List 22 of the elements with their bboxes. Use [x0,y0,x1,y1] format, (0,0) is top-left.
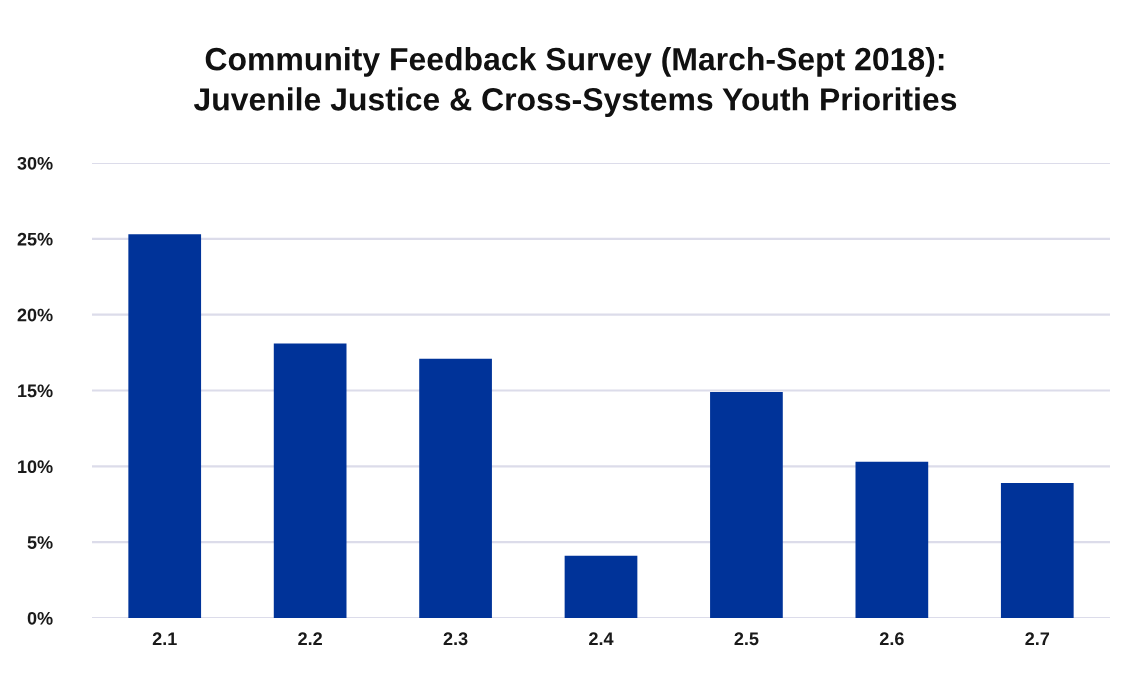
bar [710,392,783,618]
bar [1000,483,1074,618]
y-tick-label: 30% [17,156,53,170]
x-tick-label: 2.2 [298,632,322,645]
y-tick-label: 10% [18,460,53,474]
bar [273,343,347,618]
x-tick-label: 2.4 [589,632,614,645]
x-tick-label: 2.6 [879,632,904,646]
bar [128,234,202,618]
bar [855,461,929,618]
y-tick-label: 5% [27,536,53,549]
y-tick-label: 25% [17,232,53,246]
x-tick-label: 2.3 [443,632,468,646]
x-tick-label: 2.5 [734,632,759,646]
y-tick-label: 0% [27,611,53,625]
x-tick-label: 2.7 [1025,632,1050,645]
x-tick-label: 2.1 [152,632,177,645]
y-tick-label: 15% [18,384,53,398]
y-tick-label: 20% [17,308,53,322]
chart-title: Community Feedback Survey (March-Sept 2018): Juvenile Justice & Cross-Systems Youth Priorities [193,47,957,117]
bar [564,555,638,618]
bar [419,358,492,618]
